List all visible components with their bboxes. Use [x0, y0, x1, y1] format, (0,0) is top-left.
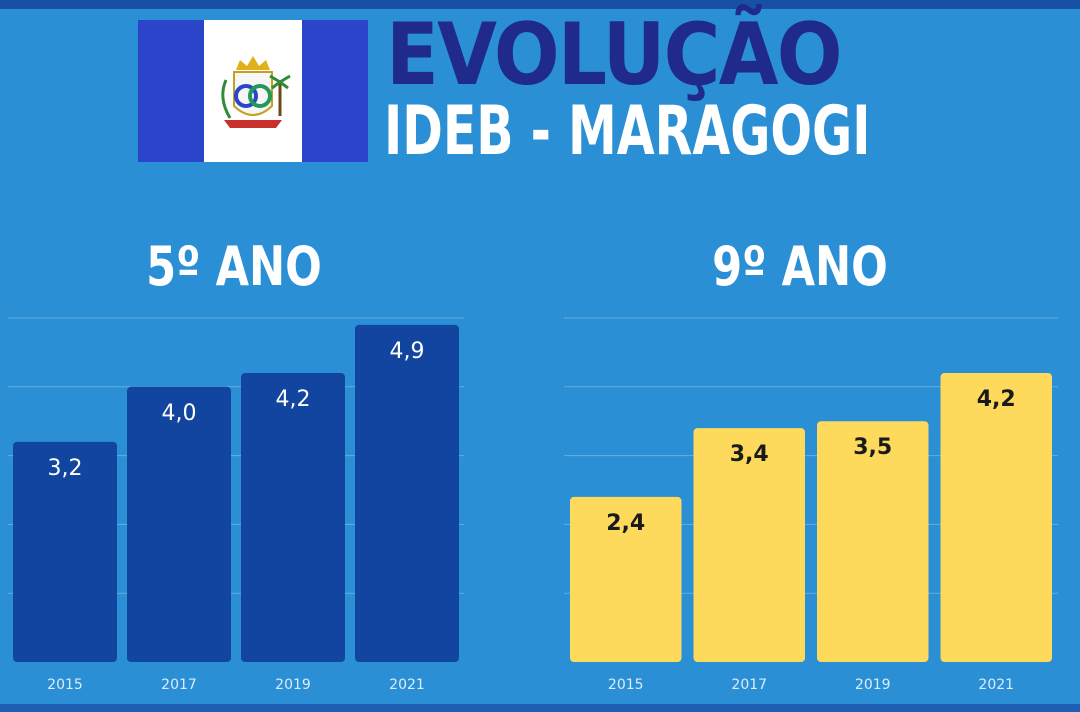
- bar-2017: [693, 428, 805, 662]
- x-tick-label: 2019: [275, 677, 311, 693]
- top-stripe: [0, 0, 1080, 9]
- x-tick-label: 2015: [47, 677, 83, 693]
- data-label-2015: 3,2: [48, 456, 83, 481]
- data-label-2019: 3,5: [853, 435, 892, 460]
- bar-2017: [127, 386, 231, 662]
- data-label-2021: 4,2: [977, 387, 1016, 412]
- bar-2015: [13, 441, 117, 662]
- data-label-2017: 4,0: [162, 401, 197, 426]
- bar-2015: [570, 496, 682, 662]
- x-tick-label: 2017: [731, 677, 767, 693]
- data-label-2017: 3,4: [730, 442, 769, 467]
- x-tick-label: 2017: [161, 677, 197, 693]
- bar-2019: [241, 373, 345, 662]
- title-ideb-maragogi: IDEB - MARAGOGI: [384, 92, 871, 171]
- chart-title-5-ano: 5º ANO: [146, 235, 322, 298]
- x-tick-label: 2021: [389, 677, 425, 693]
- x-tick-label: 2021: [978, 677, 1014, 693]
- x-tick-label: 2015: [608, 677, 644, 693]
- bar-2021: [355, 324, 459, 662]
- chart-title-9-ano: 9º ANO: [712, 235, 888, 298]
- maragogi-flag: [138, 20, 368, 162]
- coat-of-arms-icon: [221, 56, 291, 128]
- x-tick-label: 2019: [855, 677, 891, 693]
- title-evolucao: EVOLUÇÃO: [386, 5, 843, 105]
- data-label-2015: 2,4: [606, 511, 645, 536]
- bar-2021: [940, 373, 1052, 662]
- data-label-2021: 4,9: [390, 339, 425, 364]
- bottom-stripe: [0, 704, 1080, 712]
- data-label-2019: 4,2: [276, 387, 311, 412]
- bar-2019: [817, 421, 929, 662]
